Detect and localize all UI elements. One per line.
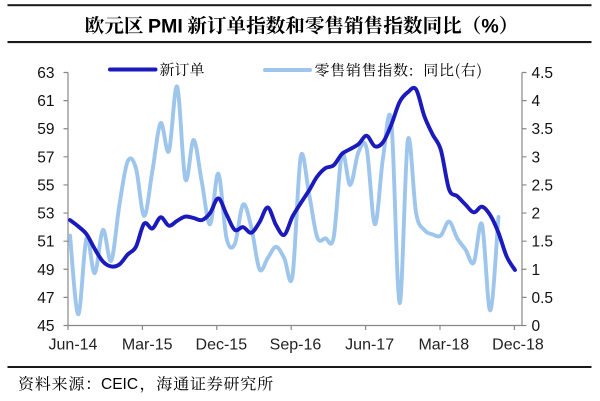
svg-text:61: 61 (37, 93, 54, 110)
svg-text:1: 1 (532, 262, 541, 279)
svg-text:CEIC: CEIC (101, 376, 138, 393)
svg-text:Jun-14: Jun-14 (49, 337, 98, 354)
svg-text:53: 53 (37, 206, 54, 223)
svg-text:59: 59 (37, 121, 54, 138)
svg-text:47: 47 (37, 290, 54, 307)
svg-text:Dec-15: Dec-15 (196, 337, 248, 354)
svg-text:Jun-17: Jun-17 (345, 337, 394, 354)
svg-text:Mar-15: Mar-15 (122, 337, 173, 354)
svg-text:2: 2 (532, 206, 541, 223)
svg-text:2.5: 2.5 (532, 177, 554, 194)
svg-text:Dec-18: Dec-18 (492, 337, 544, 354)
svg-text:0.5: 0.5 (532, 290, 554, 307)
svg-text:Sep-16: Sep-16 (270, 337, 322, 354)
svg-text:4: 4 (532, 93, 541, 110)
svg-text:49: 49 (37, 262, 54, 279)
svg-text:51: 51 (37, 234, 54, 251)
svg-text:45: 45 (37, 318, 54, 335)
svg-text:63: 63 (37, 65, 54, 82)
svg-text:3.5: 3.5 (532, 121, 554, 138)
svg-text:1.5: 1.5 (532, 234, 554, 251)
svg-text:55: 55 (37, 177, 54, 194)
svg-text:0: 0 (532, 318, 541, 335)
svg-text:Mar-18: Mar-18 (418, 337, 469, 354)
svg-text:3: 3 (532, 149, 541, 166)
svg-text:4.5: 4.5 (532, 65, 554, 82)
svg-text:57: 57 (37, 149, 54, 166)
